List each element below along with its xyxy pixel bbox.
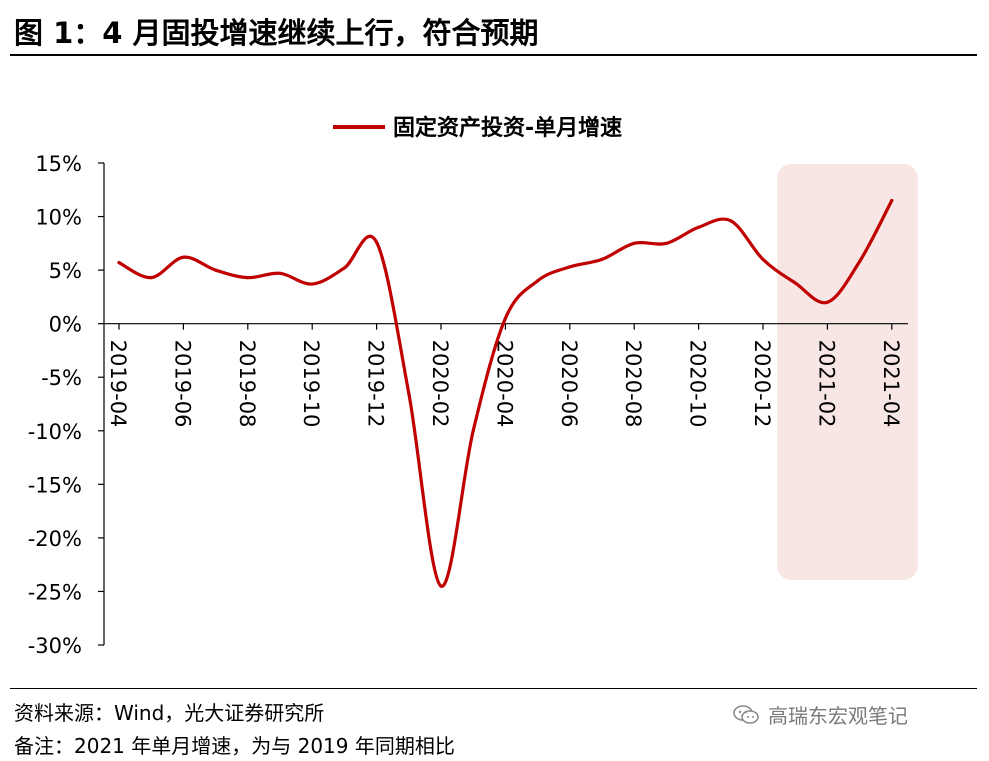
- data-point: [181, 255, 185, 259]
- legend: 固定资产投资-单月增速: [333, 115, 622, 141]
- data-point: [600, 257, 604, 261]
- x-tick-label: 2019-08: [235, 340, 259, 428]
- x-tick-label: 2019-04: [106, 340, 130, 428]
- data-point: [697, 225, 701, 229]
- data-point: [890, 198, 894, 203]
- y-tick-label: -10%: [28, 420, 82, 444]
- data-point: [503, 316, 507, 320]
- data-point: [117, 261, 121, 265]
- footer-rule: [10, 688, 977, 689]
- y-tick-label: -25%: [28, 580, 82, 604]
- data-point: [632, 241, 636, 245]
- data-point: [375, 240, 379, 244]
- wechat-icon: [733, 704, 759, 724]
- watermark: 高瑞东宏观笔记: [732, 700, 908, 729]
- remark-note: 备注：2021 年单月增速，为与 2019 年同期相比: [14, 734, 455, 758]
- x-tick-label: 2020-04: [492, 340, 516, 428]
- x-tick-label: 2021-04: [879, 340, 903, 428]
- y-tick-label: -15%: [28, 473, 82, 497]
- data-point: [214, 268, 218, 272]
- data-point: [761, 257, 765, 261]
- data-point: [407, 391, 411, 395]
- y-axis: 15% 10% 5% 0% -5% -10% -15% -20% -25% -30%: [28, 152, 105, 658]
- data-point: [729, 219, 733, 223]
- legend-label: 固定资产投资-单月增速: [393, 115, 622, 141]
- data-point: [310, 282, 314, 286]
- line-chart: 15% 10% 5% 0% -5% -10% -15% -20% -25% -30% 2019-0…: [28, 115, 918, 658]
- y-tick-label: -5%: [41, 366, 82, 390]
- y-tick-label: -30%: [28, 634, 82, 658]
- x-tick-label: 2019-10: [299, 340, 323, 428]
- data-point: [246, 276, 250, 280]
- data-point: [471, 429, 475, 433]
- x-tick-label: 2020-10: [686, 340, 710, 428]
- y-tick-label: -20%: [28, 527, 82, 551]
- x-tick-label: 2020-02: [428, 340, 452, 428]
- figure-title: 图 1：4 月固投增速继续上行，符合预期: [14, 16, 539, 50]
- data-point: [793, 281, 797, 285]
- watermark-text: 高瑞东宏观笔记: [768, 704, 908, 728]
- series-layer: [117, 198, 894, 588]
- y-tick-label: 10%: [35, 206, 82, 230]
- y-tick-label: 0%: [49, 313, 82, 337]
- data-point: [825, 300, 830, 304]
- x-axis: 2019-04 2019-06 2019-08 2019-10 2019-12 2020-…: [104, 323, 908, 428]
- title-rule: [10, 54, 977, 56]
- data-point: [439, 584, 443, 588]
- source-note: 资料来源：Wind，光大证券研究所: [14, 701, 325, 725]
- data-point: [278, 271, 282, 275]
- x-tick-label: 2020-08: [621, 340, 645, 428]
- x-tick-label: 2020-12: [750, 340, 774, 428]
- x-tick-label: 2020-06: [557, 340, 581, 428]
- data-point: [536, 279, 540, 283]
- data-point: [342, 266, 346, 270]
- data-point: [664, 241, 669, 245]
- x-tick-label: 2019-12: [364, 340, 388, 428]
- data-point: [858, 259, 862, 264]
- x-tick-label: 2019-06: [170, 340, 194, 428]
- x-tick-label: 2021-02: [814, 340, 838, 428]
- highlight-region: [777, 164, 918, 580]
- y-tick-label: 5%: [49, 259, 82, 283]
- data-point: [149, 276, 153, 280]
- data-point: [568, 265, 572, 269]
- series-line-0: [117, 198, 894, 588]
- y-tick-label: 15%: [35, 152, 82, 176]
